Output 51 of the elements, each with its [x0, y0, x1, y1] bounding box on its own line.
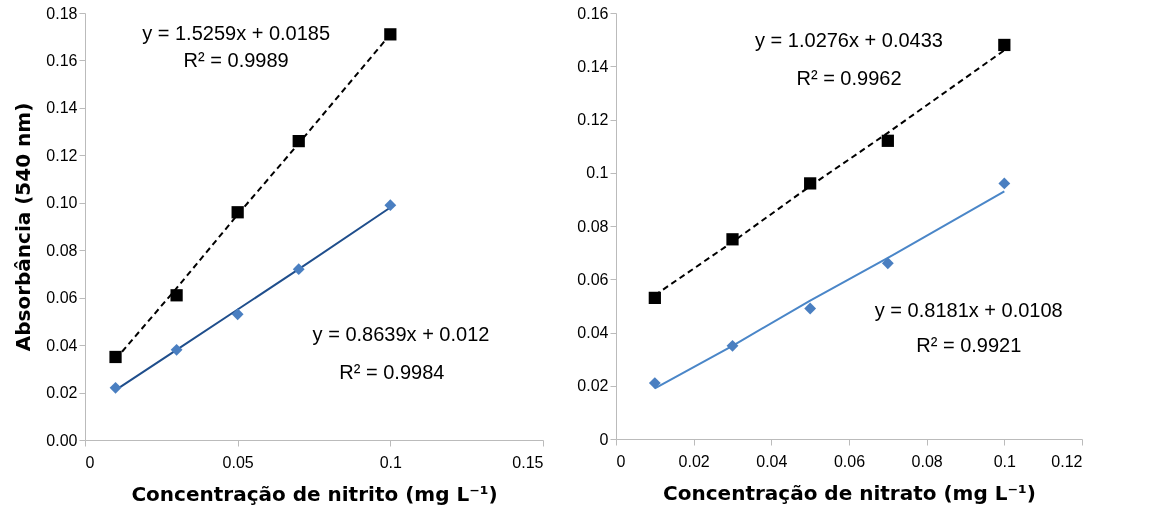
annotation: y = 1.5259x + 0.0185	[142, 22, 331, 45]
x-tick-label: 0.1	[379, 453, 403, 471]
x-tick-label: 0.04	[756, 452, 788, 470]
y-tick-label: 0.02	[46, 384, 78, 402]
y-tick-label: 0.12	[577, 111, 609, 128]
point	[881, 257, 894, 270]
y-tick-label: 0.1	[586, 164, 609, 182]
point	[804, 177, 817, 190]
x-axis-title: Concentração de nitrato (mg L⁻¹)	[663, 480, 1036, 505]
annotation: R² = 0.9962	[796, 67, 902, 90]
y-tick-label: 0.04	[577, 324, 609, 341]
y-tick-label: 0.14	[46, 99, 78, 117]
point	[726, 339, 739, 352]
annotation: y = 0.8639x + 0.012	[312, 323, 490, 346]
x-tick-label: 0.08	[911, 452, 943, 470]
y-tick-label: 0.14	[577, 57, 609, 75]
x-tick-label: 0.02	[678, 452, 710, 470]
point	[804, 302, 817, 315]
x-tick-label: 0.05	[222, 453, 254, 471]
y-tick-label: 0.06	[577, 270, 609, 288]
x-tick-label: 0	[616, 452, 626, 470]
y-tick-label: 0.08	[46, 241, 78, 259]
annotation: R² = 0.9921	[916, 334, 1022, 357]
y-tick-label: 0	[599, 430, 609, 448]
x-tick-label: 0.12	[1051, 452, 1083, 470]
point	[648, 377, 661, 389]
annotation: R² = 0.9984	[339, 360, 445, 383]
y-tick-label: 0.18	[46, 4, 78, 22]
y-tick-label: 0.12	[46, 146, 78, 164]
y-tick-label: 0.02	[577, 377, 609, 395]
x-tick-label: 0.1	[993, 452, 1017, 470]
point	[998, 177, 1011, 190]
x-tick-label: 0	[85, 453, 95, 471]
x-tick-label: 0.15	[512, 453, 544, 471]
y-tick-label: 0.04	[46, 336, 78, 354]
y-tick-label: 0.16	[46, 51, 78, 69]
x-axis-title: Concentração de nitrito (mg L⁻¹)	[131, 481, 498, 506]
point	[998, 38, 1011, 52]
y-axis-title: Absorbância (540 nm)	[11, 102, 36, 352]
point	[726, 233, 739, 246]
y-tick-label: 0.16	[577, 4, 609, 22]
annotation: y = 1.0276x + 0.0433	[755, 28, 943, 51]
y-tick-label: 0.00	[46, 431, 78, 449]
point	[881, 134, 894, 147]
annotation: y = 0.8181x + 0.0108	[874, 299, 1063, 322]
point	[648, 291, 661, 305]
y-tick-label: 0.06	[46, 289, 78, 307]
x-tick-label: 0.06	[833, 452, 866, 470]
y-tick-label: 0.08	[577, 217, 609, 235]
y-tick-label: 0.10	[46, 194, 78, 212]
annotation: R² = 0.9989	[183, 49, 289, 72]
